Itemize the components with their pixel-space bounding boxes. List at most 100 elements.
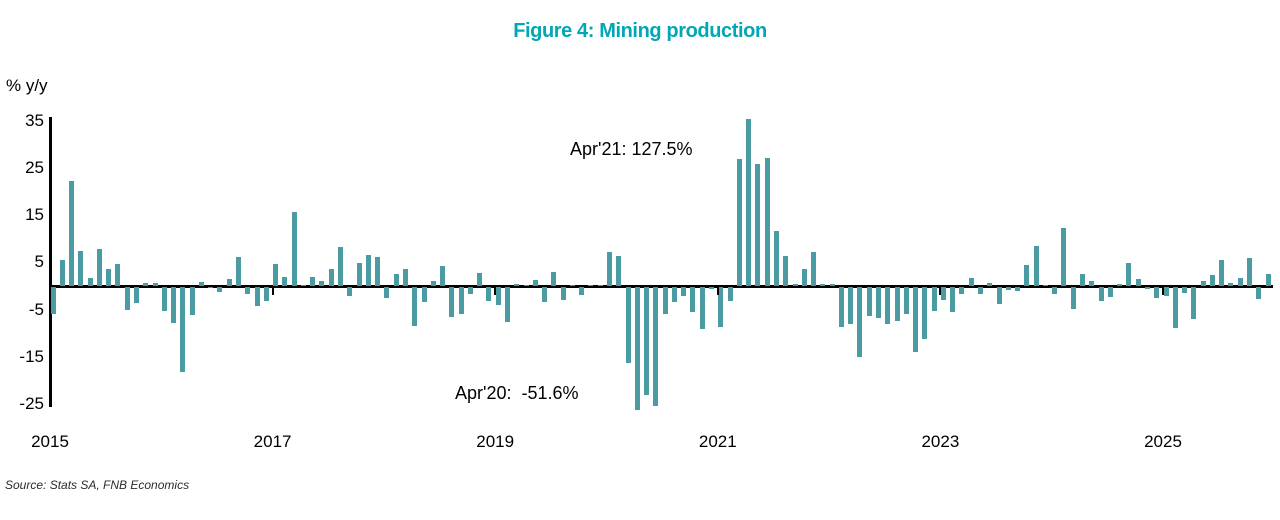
x-tick-mark (49, 287, 51, 295)
bar (495, 287, 501, 305)
bar (1052, 287, 1058, 295)
bar (458, 287, 464, 315)
bar (421, 287, 427, 303)
bar (1144, 287, 1150, 289)
bar (885, 287, 891, 325)
bar (987, 283, 993, 286)
bar (217, 287, 223, 292)
bar (208, 287, 214, 289)
bar (1256, 287, 1262, 300)
bar (996, 287, 1002, 304)
source-note: Source: Stats SA, FNB Economics (5, 478, 190, 492)
bar (1070, 287, 1076, 309)
bar (1219, 260, 1225, 286)
bar (115, 263, 121, 286)
bar (1200, 280, 1206, 286)
bar (811, 251, 817, 286)
bar (857, 287, 863, 357)
bar (1265, 274, 1271, 286)
x-tick-label: 2025 (1144, 432, 1182, 451)
bar (653, 287, 659, 406)
bar (59, 260, 65, 286)
bar (189, 287, 195, 315)
x-tick-mark (271, 287, 274, 295)
bar (486, 287, 492, 301)
bar (96, 249, 102, 286)
bar (254, 287, 260, 306)
y-tick-label: -15 (19, 346, 44, 366)
bar (1191, 287, 1197, 320)
bar (1228, 283, 1234, 286)
bar (310, 277, 316, 286)
bar (579, 287, 585, 295)
bar (282, 276, 288, 286)
bar (783, 255, 789, 286)
x-tick-label: 2021 (698, 432, 737, 451)
bar (273, 264, 279, 286)
bar (319, 280, 325, 286)
annotation-apr-2020-trough: Apr'20: -51.6% (455, 383, 579, 403)
bar (671, 287, 677, 302)
bar (551, 272, 557, 286)
bar (1033, 245, 1039, 286)
bar (569, 284, 575, 286)
bar (171, 287, 177, 323)
bar (542, 287, 548, 303)
x-tick-mark (1162, 287, 1164, 295)
bar (143, 282, 149, 286)
bar (764, 157, 770, 286)
bar (1015, 287, 1021, 292)
bar (634, 287, 640, 410)
bar (931, 287, 937, 312)
y-tick-label: 25 (25, 157, 44, 177)
x-tick-mark (939, 287, 942, 295)
bar (1024, 265, 1030, 286)
bar (1089, 280, 1095, 286)
y-tick-label: -5 (28, 299, 44, 319)
bar (365, 254, 371, 286)
bar (718, 287, 724, 327)
bar (50, 287, 56, 315)
bar (894, 287, 900, 321)
bar (1042, 284, 1048, 286)
bar (291, 211, 297, 286)
y-tick-label: 5 (34, 252, 44, 272)
bar (681, 287, 687, 296)
bar (940, 287, 946, 301)
x-tick-label: 2023 (921, 432, 960, 451)
bar (226, 278, 232, 286)
bar (236, 256, 241, 286)
bar (1061, 228, 1067, 286)
y-tick-label: 15 (25, 205, 44, 225)
bar (245, 287, 251, 295)
bar (328, 268, 334, 286)
bar (393, 274, 399, 286)
bar (161, 287, 167, 312)
bar (87, 277, 93, 286)
bar (384, 287, 390, 298)
bar (866, 287, 872, 316)
bar (78, 251, 84, 286)
bar (1209, 275, 1215, 286)
y-tick-label: 35 (25, 110, 44, 130)
bar (504, 287, 510, 323)
bar (829, 284, 835, 286)
bar (950, 287, 956, 313)
bar (736, 158, 742, 286)
bar (755, 164, 761, 286)
bar (180, 287, 186, 372)
bar (152, 282, 158, 286)
bar (746, 118, 752, 286)
bar (801, 269, 807, 286)
bar (560, 287, 566, 300)
bar (106, 269, 112, 286)
x-tick-label: 2017 (253, 432, 292, 451)
bar (375, 256, 381, 286)
bar (1182, 287, 1188, 293)
bar (198, 281, 204, 286)
bar (913, 287, 919, 353)
bar (133, 287, 139, 304)
bar (124, 287, 130, 311)
